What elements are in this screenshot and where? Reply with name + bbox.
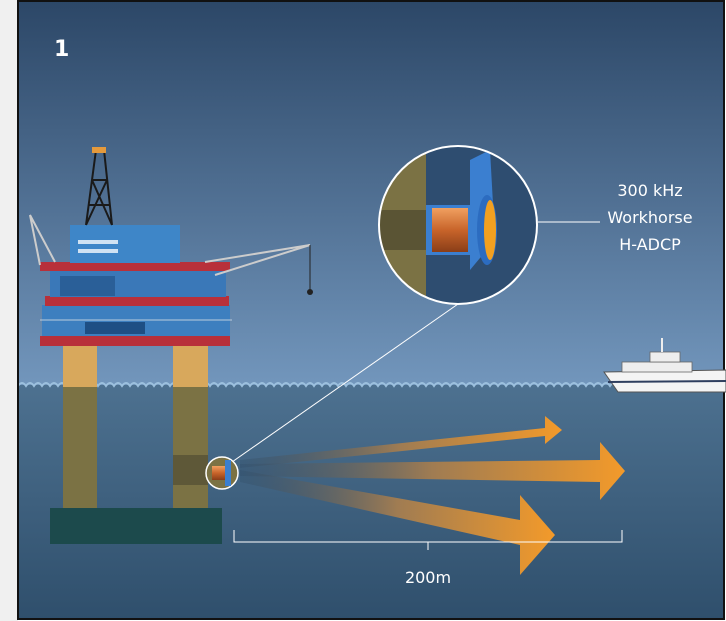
panel-number: 1 xyxy=(54,37,69,62)
platform xyxy=(29,147,313,544)
zoom-detail xyxy=(379,146,537,304)
scale-bar xyxy=(233,530,623,550)
distance-label: 200m xyxy=(405,568,451,587)
callout-text: 300 kHz xyxy=(617,181,682,200)
zoom-circle xyxy=(378,145,538,305)
beams xyxy=(240,416,625,575)
instrument-small xyxy=(212,466,226,480)
instrument-small-head xyxy=(225,460,231,486)
callout-text: Workhorse xyxy=(607,208,692,227)
margin xyxy=(0,0,18,621)
frame xyxy=(17,0,725,620)
ship xyxy=(603,338,726,393)
callout-text: H-ADCP xyxy=(619,235,681,254)
waves xyxy=(17,382,659,388)
zoom-line xyxy=(231,303,459,463)
